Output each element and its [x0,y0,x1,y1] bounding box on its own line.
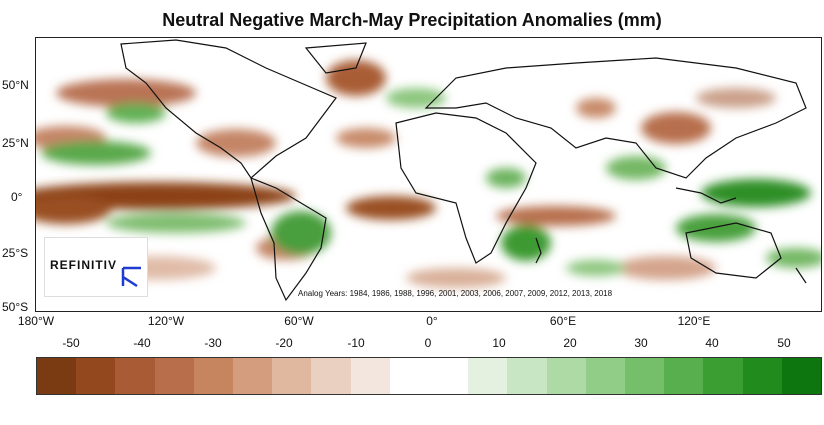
colorbar-swatch [37,358,77,394]
colorbar-swatch [625,358,665,394]
coastlines [120,39,807,302]
colorbar-swatch [154,358,194,394]
tick-label: 10 [492,336,506,350]
lon-label-120w: 120°W [147,314,185,328]
colorbar-tick-labels: -50 -40 -30 -20 -10 0 10 20 30 40 50 [36,336,820,352]
colorbar-swatch [429,358,469,394]
lon-label-60e: 60°E [549,314,577,328]
colorbar-swatch [272,358,312,394]
colorbar-swatch [76,358,116,394]
anomaly-field [36,60,821,288]
map-title: Neutral Negative March-May Precipitation… [162,10,662,30]
colorbar-swatch [311,358,351,394]
tick-label: -30 [204,336,222,350]
lat-label-0: 0° [11,190,23,204]
colorbar-swatch [389,358,430,394]
colorbar-swatch [703,358,743,394]
colorbar-swatch [585,358,626,394]
colorbar-swatch [233,358,273,394]
tick-label: -50 [62,336,80,350]
colorbar-swatch [664,358,704,394]
colorbar-swatch [742,358,782,394]
colorbar-swatch [781,358,822,394]
tick-label: 50 [777,336,791,350]
lat-label-25s: 25°S [2,246,29,260]
lon-label-0: 0° [426,314,438,328]
anomaly-map-svg [36,38,821,311]
lat-label-50n: 50°N [2,78,29,92]
colorbar-swatch [507,358,547,394]
lat-label-25n: 25°N [2,136,29,150]
precipitation-map [35,37,822,312]
logo-text: REFINITIV [50,258,118,272]
colorbar-swatch [193,358,234,394]
tick-label: 40 [705,336,719,350]
colorbar-swatch [350,358,390,394]
colorbar-swatch [546,358,586,394]
lat-label-50s: 50°S [2,300,29,314]
tick-label: 0 [424,336,432,350]
refinitiv-logo: REFINITIV [44,237,148,297]
tick-label: 20 [563,336,577,350]
refinitiv-logo-icon [121,266,141,288]
analog-years-note: Analog Years: 1984, 1986, 1988, 1996, 20… [298,289,613,298]
tick-label: 30 [634,336,648,350]
colorbar-swatch [468,358,508,394]
colorbar [36,357,822,395]
lon-label-180w: 180°W [17,314,55,328]
colorbar-swatch [115,358,155,394]
lon-label-60w: 60°W [284,314,314,328]
lon-label-120e: 120°E [677,314,711,328]
tick-label: -20 [275,336,293,350]
tick-label: -10 [347,336,365,350]
tick-label: -40 [133,336,151,350]
